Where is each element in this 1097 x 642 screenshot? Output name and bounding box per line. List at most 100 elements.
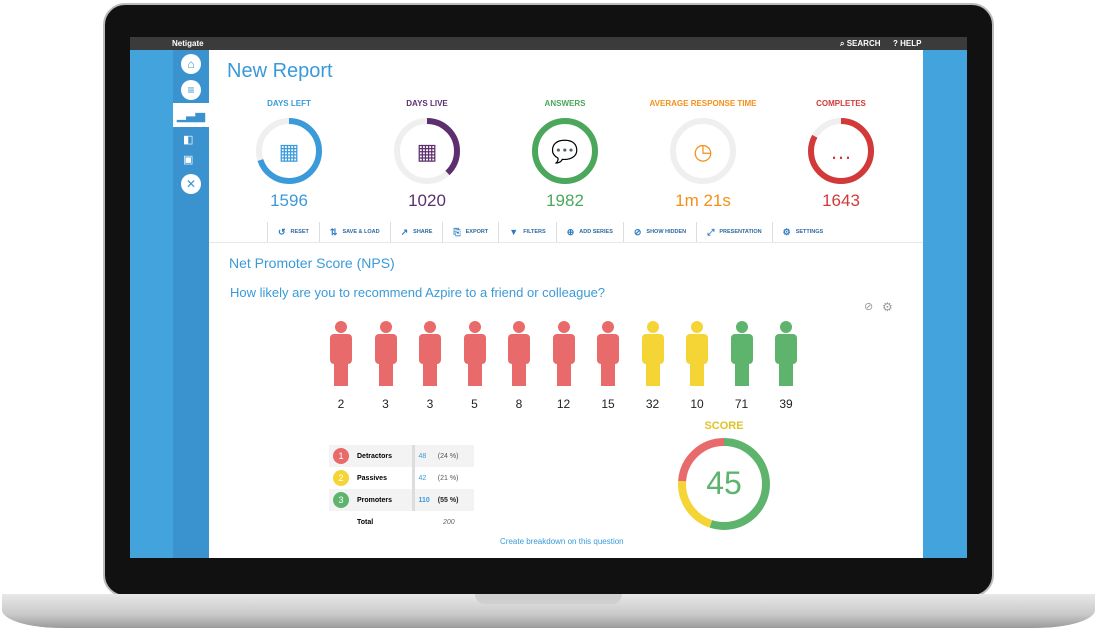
nps-count: 32 [645,397,660,411]
person-icon [730,321,753,386]
group-label: Passives [353,467,415,489]
add-series-icon: ⊕ [566,226,575,237]
add-series-button[interactable]: ⊕ ADD SERIES [555,222,623,242]
screen: Netigate ⌕ SEARCH ? HELP ⌂ ≡ ▁▃▅ ◧ ▣ ✕ N… [130,37,967,558]
tools-icon[interactable]: ✕ [181,174,201,194]
person-icon [419,321,441,386]
hide-icon[interactable]: ⊘ [864,301,874,313]
kpi-label: DAYS LEFT [267,99,311,108]
kpi-days-left: DAYS LEFT ▦ 1596 [220,99,358,211]
nps-summary-table: 1 Detractors 48 (24 %) 2 Passives 42 (21 … [329,445,474,533]
chat-bubbles-icon: 💬 [551,139,578,164]
nps-count: 3 [426,397,434,411]
kpi-ring: … [808,118,874,184]
kpi-value: 1596 [270,191,308,210]
nps-person-9: 71 [729,320,755,411]
kpi-ring: 💬 [532,118,598,184]
sidebar: ⌂ ≡ ▁▃▅ ◧ ▣ ✕ [173,50,209,558]
person-icon [463,321,486,386]
group-count: 110 [413,489,434,511]
person-icon [775,321,797,386]
person-icon [508,321,530,386]
group-badge: 2 [333,470,349,486]
group-label: Promoters [353,489,415,511]
reset-icon: ↺ [278,226,286,237]
clock-icon: ◷ [693,139,712,164]
nps-person-2: 3 [417,320,443,411]
nps-person-8: 10 [684,320,710,411]
divider [209,242,923,243]
main-content: New Report DAYS LEFT ▦ 1596 DAYS LIVE ▦ 1… [209,50,923,558]
kpi-ring: ▦ [256,118,322,184]
kpi-label: ANSWERS [544,99,586,108]
reset-button[interactable]: ↺ RESET [267,222,319,242]
nps-count: 5 [471,397,478,411]
person-icon [686,321,708,386]
settings-icon: ⚙ [782,226,791,237]
create-breakdown-link[interactable]: Create breakdown on this question [500,537,624,546]
filters-icon: ▼ [509,227,519,237]
summary-row: 1 Detractors 48 (24 %) [329,445,474,467]
laptop-notch [475,594,622,604]
home-icon[interactable]: ⌂ [181,54,201,74]
kpi-label: COMPLETES [816,99,866,108]
group-pct: (21 %) [433,467,474,489]
filters-button[interactable]: ▼ FILTERS [498,222,555,242]
show-hidden-button[interactable]: ⊘ SHOW HIDDEN [622,222,696,242]
group-label: Detractors [353,445,415,467]
nps-person-4: 8 [506,320,532,411]
group-pct: (24 %) [433,445,474,467]
calendar-icon: ▦ [279,139,300,164]
nps-person-7: 32 [640,320,666,411]
summary-row: 2 Passives 42 (21 %) [329,467,474,489]
save-load-button[interactable]: ⇅ SAVE & LOAD [318,222,390,242]
message-icon: … [830,139,852,164]
nps-count: 15 [601,397,615,411]
reports-icon[interactable]: ▁▃▅ [173,103,209,127]
donut-segment-passive [678,438,770,530]
show-hidden-icon: ⊘ [633,226,642,237]
group-count: 42 [413,467,434,489]
total-row: Total 200 [329,511,474,533]
kpi-days-live: DAYS LIVE ▦ 1020 [358,99,496,211]
nps-person-3: 5 [462,320,488,411]
score-label: SCORE [704,420,744,432]
page-title: New Report [227,60,333,82]
donut-segment-detractor [678,438,770,530]
group-badge: 3 [333,492,349,508]
person-icon [641,321,664,386]
kpi-ring: ▦ [394,118,460,184]
brand-logo: Netigate [172,39,204,48]
export-icon: ⎘ [453,226,461,237]
save-load-icon: ⇅ [329,226,338,237]
kpi-ring: ◷ [670,118,736,184]
kpi-value: 1643 [822,191,860,210]
question-text: How likely are you to recommend Azpire t… [230,285,606,300]
contacts-icon[interactable]: ▣ [183,154,194,166]
nps-count: 10 [690,397,704,411]
presentation-button[interactable]: ⤢ PRESENTATION [696,222,771,242]
settings-button[interactable]: ⚙ SETTINGS [771,222,834,242]
nps-person-5: 12 [551,320,577,411]
kpi-answers: ANSWERS 💬 1982 [496,99,634,211]
share-icon: ↗ [400,226,409,237]
presentation-icon: ⤢ [707,226,715,237]
calendar-icon: ▦ [417,139,438,164]
kpi-value: 1020 [408,191,446,210]
copy-icon[interactable]: ◧ [183,134,194,146]
group-badge: 1 [333,448,349,464]
export-button[interactable]: ⎘ EXPORT [442,222,498,242]
surveys-icon[interactable]: ≡ [181,80,201,100]
top-bar: Netigate ⌕ SEARCH ? HELP [130,37,967,50]
search-button[interactable]: ⌕ SEARCH [840,39,881,48]
kpi-value: 1m 21s [675,191,731,210]
settings-gear-icon[interactable]: ⚙ [882,300,893,314]
kpi-value: 1982 [546,191,584,210]
help-button[interactable]: ? HELP [893,39,922,48]
kpi-label: AVERAGE RESPONSE TIME [649,99,757,108]
share-button[interactable]: ↗ SHARE [389,222,443,242]
summary-row: 3 Promoters 110 (55 %) [329,489,474,511]
nps-count: 8 [515,397,523,411]
toolbar: ↺ RESET ⇅ SAVE & LOAD ↗ SHARE ⎘ EXPORT ▼ FILTERS ⊕… [267,222,867,242]
total-label: Total [357,518,374,526]
